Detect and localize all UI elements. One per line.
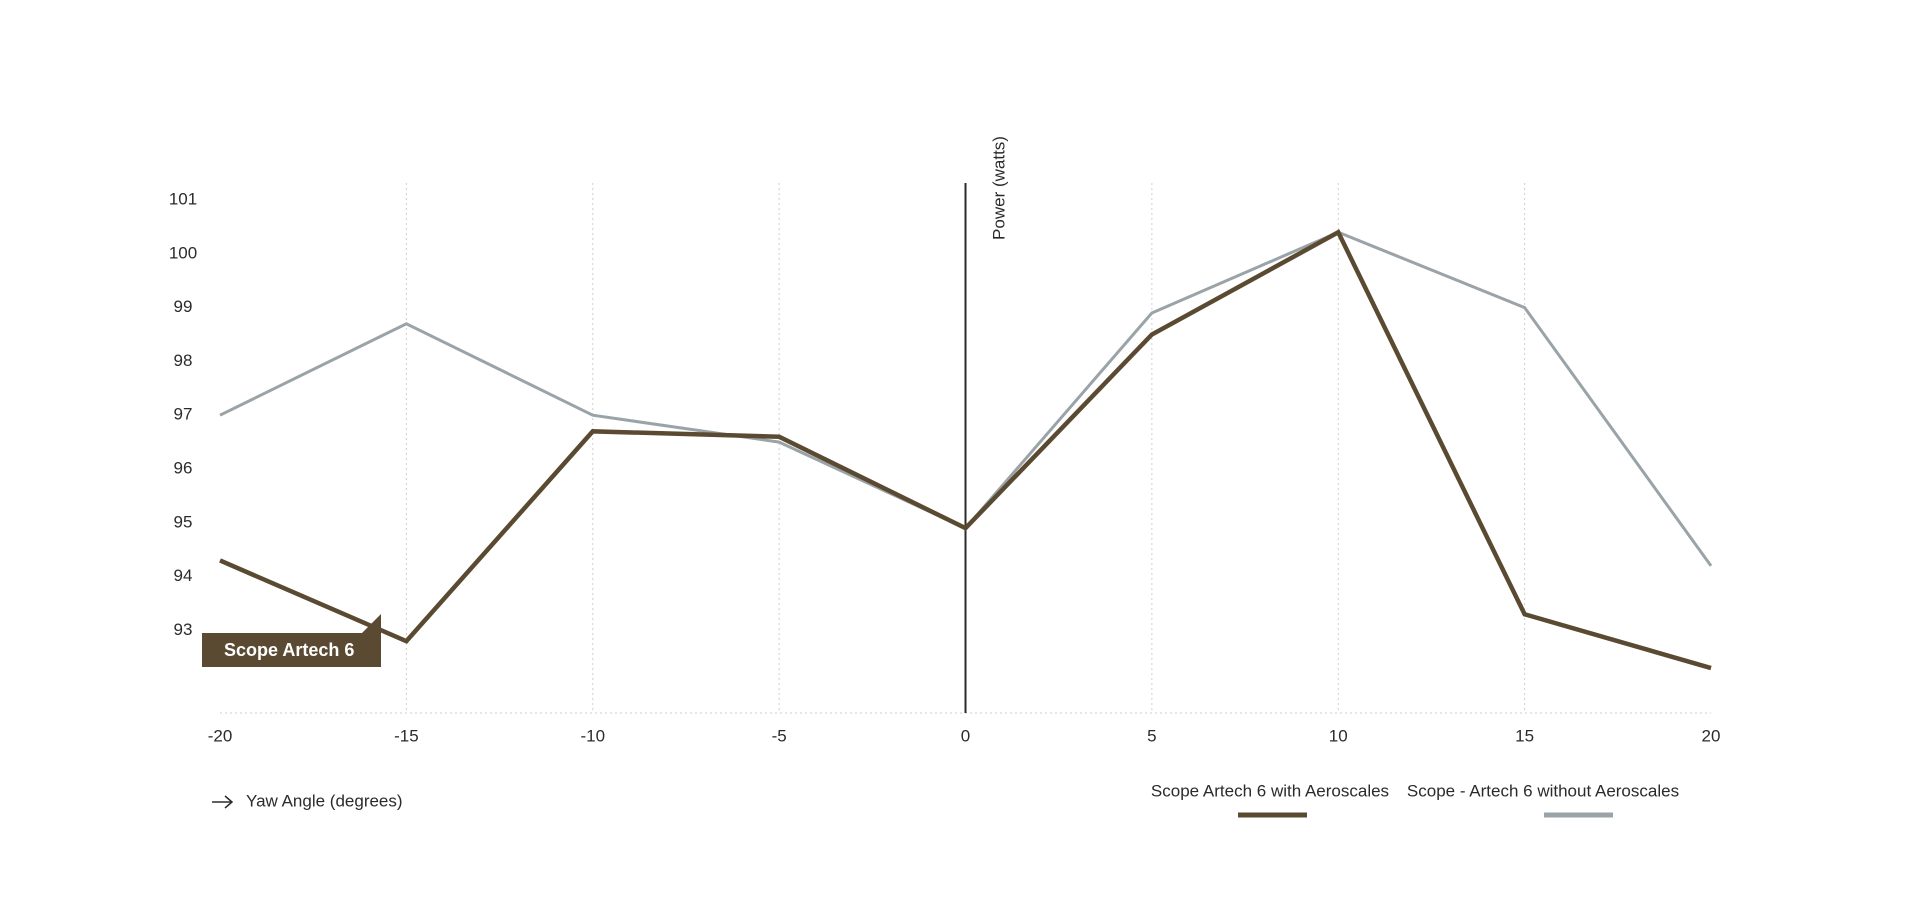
legend: Scope Artech 6 with Aeroscales Scope - A…	[1151, 781, 1679, 818]
x-tick-label: 10	[1329, 726, 1348, 745]
y-tick-label: 96	[174, 458, 193, 477]
y-tick-label: 100	[169, 243, 197, 262]
y-tick-label: 101	[169, 189, 197, 208]
x-tick-label: 0	[961, 726, 970, 745]
x-axis-title-group: Yaw Angle (degrees)	[212, 791, 403, 810]
series-line-with-aeroscales	[219, 229, 1712, 671]
legend-item-without-aeroscales: Scope - Artech 6 without Aeroscales	[1407, 781, 1679, 818]
x-tick-label: -5	[772, 726, 787, 745]
legend-label-without-aeroscales: Scope - Artech 6 without Aeroscales	[1407, 781, 1679, 800]
y-tick-label: 97	[174, 405, 193, 424]
x-tick-label: 5	[1147, 726, 1156, 745]
legend-label-with-aeroscales: Scope Artech 6 with Aeroscales	[1151, 781, 1389, 800]
series-layer	[219, 229, 1713, 671]
x-tick-label: -20	[208, 726, 233, 745]
x-axis-title: Yaw Angle (degrees)	[246, 791, 403, 810]
y-tick-label: 99	[174, 297, 193, 316]
legend-item-with-aeroscales: Scope Artech 6 with Aeroscales	[1151, 781, 1389, 818]
x-tick-label: 15	[1515, 726, 1534, 745]
y-axis-title: Power (watts)	[989, 136, 1008, 240]
y-tick-label: 95	[174, 512, 193, 531]
y-tick-label: 93	[174, 620, 193, 639]
arrow-right-icon	[212, 795, 234, 809]
callout-label: Scope Artech 6	[224, 640, 354, 660]
y-tick-label: 94	[174, 566, 193, 585]
series-callout: Scope Artech 6	[202, 614, 381, 667]
y-tick-label: 98	[174, 351, 193, 370]
axis-layer: -20 -15 -10 -5 0 5 10 15 20 101 100 99 98 97 96 95 94 93	[169, 183, 1721, 745]
x-tick-label: 20	[1702, 726, 1721, 745]
callout-box	[202, 614, 381, 667]
x-tick-label: -15	[394, 726, 419, 745]
x-tick-label: -10	[580, 726, 605, 745]
